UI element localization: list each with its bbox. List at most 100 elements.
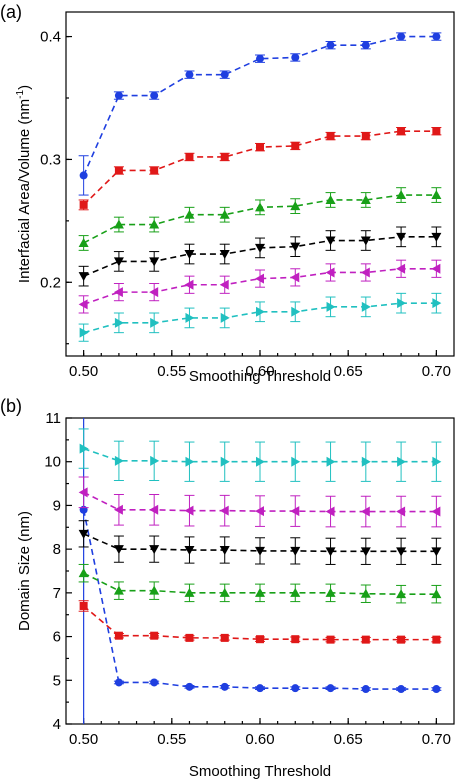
data-point-a-3-8 — [360, 236, 371, 246]
data-point-b-1-0 — [79, 601, 88, 610]
data-point-a-5-8 — [361, 301, 371, 312]
data-point-b-1-2 — [150, 631, 159, 640]
data-point-a-3-5 — [255, 243, 265, 253]
series-line-b-1 — [83, 605, 437, 641]
series-line-a-1 — [83, 130, 437, 206]
series-a-1 — [78, 126, 442, 211]
data-point-a-0-9 — [397, 32, 406, 41]
data-point-a-3-4 — [219, 250, 230, 260]
data-point-a-4-2 — [149, 287, 159, 298]
data-point-a-0-5 — [256, 54, 264, 63]
data-point-a-4-7 — [325, 267, 335, 278]
data-point-b-3-2 — [149, 545, 160, 555]
data-point-b-3-8 — [360, 547, 371, 557]
data-point-a-5-4 — [220, 312, 230, 323]
series-b-4 — [78, 476, 442, 528]
panel-label-b: (b) — [0, 396, 22, 416]
data-point-a-4-5 — [255, 273, 264, 284]
data-point-a-2-8 — [360, 194, 371, 204]
y-tick-label-b-5: 9 — [53, 497, 61, 514]
data-point-b-1-6 — [291, 635, 300, 644]
data-point-b-2-5 — [255, 587, 265, 597]
data-point-a-4-6 — [290, 272, 300, 283]
series-line-a-0 — [82, 35, 437, 176]
data-point-a-3-3 — [184, 250, 195, 260]
data-point-a-1-3 — [185, 152, 194, 161]
data-point-a-0-2 — [150, 91, 159, 100]
data-point-b-1-7 — [326, 635, 335, 644]
data-point-b-2-8 — [360, 588, 371, 598]
data-point-a-0-4 — [220, 70, 229, 79]
data-point-b-2-6 — [290, 587, 301, 597]
data-point-a-1-6 — [291, 141, 300, 150]
data-point-b-3-7 — [325, 547, 336, 557]
x-axis-title-a: Smoothing Threshold — [189, 368, 331, 385]
data-point-b-1-4 — [220, 633, 229, 642]
chart-panel-a: (a) 0.50 0.55 0.60 0.65 0.70 0.2 0.3 0.4 Smooth… — [0, 2, 455, 385]
data-point-a-5-1 — [114, 317, 124, 328]
data-point-a-2-10 — [431, 190, 442, 200]
data-point-a-3-10 — [431, 232, 442, 242]
data-point-a-1-8 — [361, 132, 370, 141]
data-point-a-0-7 — [326, 41, 335, 50]
data-point-a-1-9 — [397, 127, 406, 136]
data-point-b-5-5 — [256, 456, 265, 467]
data-point-a-5-2 — [150, 317, 160, 328]
data-point-a-2-4 — [219, 209, 230, 219]
data-point-b-5-6 — [291, 456, 301, 467]
ticks-a: 0.50 0.55 0.60 0.65 0.70 0.2 0.3 0.4 — [40, 29, 451, 380]
data-point-a-4-4 — [219, 279, 229, 290]
data-point-b-1-1 — [114, 631, 123, 640]
data-point-a-2-0 — [78, 237, 89, 247]
data-point-b-5-10 — [432, 456, 442, 467]
data-point-b-1-3 — [185, 633, 194, 642]
y-axis-title-a-end: ) — [16, 85, 33, 90]
data-point-b-3-6 — [290, 546, 301, 556]
data-point-a-2-1 — [113, 219, 124, 229]
data-point-b-4-6 — [290, 506, 300, 517]
data-point-b-3-9 — [396, 547, 407, 557]
data-point-b-0-7 — [326, 684, 335, 693]
data-point-a-5-5 — [256, 306, 265, 317]
data-point-b-1-5 — [256, 635, 264, 644]
data-point-a-5-7 — [326, 301, 336, 312]
data-point-b-0-2 — [150, 678, 159, 687]
y-axis-title-b: Domain Size (nm) — [16, 511, 33, 631]
data-point-a-1-7 — [326, 132, 335, 141]
data-point-b-2-1 — [113, 585, 124, 595]
series-group-b — [78, 428, 442, 694]
data-point-b-2-7 — [325, 587, 336, 597]
series-b-0 — [79, 505, 442, 694]
series-line-b-5 — [83, 447, 437, 463]
data-point-b-3-10 — [431, 547, 442, 557]
data-point-a-4-0 — [78, 299, 88, 310]
data-point-a-5-6 — [291, 306, 301, 317]
x-tick-label-b-1: 0.55 — [157, 731, 186, 748]
data-point-b-5-1 — [114, 455, 124, 466]
data-point-a-3-0 — [78, 272, 89, 282]
x-tick-label-a-1: 0.55 — [157, 363, 186, 380]
data-point-a-0-6 — [291, 53, 300, 62]
x-tick-label-b-2: 0.60 — [245, 731, 274, 748]
data-point-b-0-4 — [220, 682, 229, 691]
data-point-b-0-10 — [432, 685, 441, 694]
data-point-a-5-0 — [79, 327, 89, 338]
series-a-3 — [78, 226, 442, 287]
data-point-b-5-0 — [79, 443, 89, 454]
x-tick-label-a-4: 0.70 — [422, 363, 451, 380]
series-b-1 — [78, 600, 442, 644]
data-point-b-4-4 — [219, 505, 229, 516]
series-b-5 — [78, 428, 442, 482]
series-a-4 — [78, 259, 442, 314]
data-point-b-2-2 — [149, 585, 160, 595]
data-point-a-4-9 — [396, 263, 406, 274]
y-tick-label-b-7: 11 — [45, 410, 61, 427]
data-point-b-3-4 — [219, 546, 230, 556]
data-point-b-0-8 — [361, 685, 370, 694]
series-line-a-5 — [83, 302, 437, 334]
data-point-b-4-2 — [149, 504, 159, 515]
chart-panel-b: (b) 0.50 0.55 0.60 0.65 0.70 4 5 6 7 8 9 10 11 Smoot… — [0, 396, 455, 780]
data-point-b-5-3 — [185, 456, 195, 467]
data-point-a-0-1 — [114, 91, 123, 100]
